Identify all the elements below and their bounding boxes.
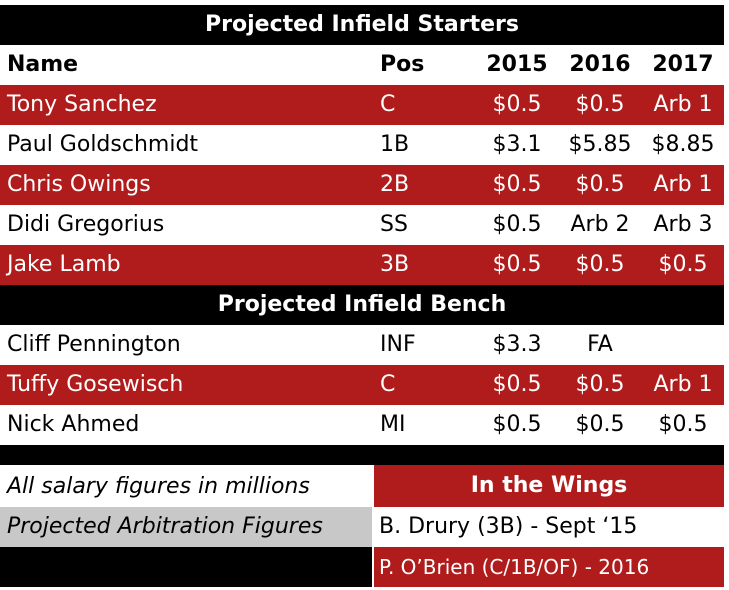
salary-2015: $0.5 <box>492 92 542 117</box>
salary-2017: Arb 3 <box>653 212 713 237</box>
salary-2016: $0.5 <box>575 92 625 117</box>
salary-2015: $0.5 <box>492 212 542 237</box>
salary-note: All salary figures in millions <box>7 474 310 499</box>
starters-title-bar: Projected Infield Starters <box>0 5 724 45</box>
player-name: Paul Goldschmidt <box>7 132 199 157</box>
header-2015: 2015 <box>486 52 548 77</box>
separator-bar <box>0 445 724 465</box>
salary-2017: Arb 1 <box>653 92 713 117</box>
salary-2017: $0.5 <box>658 252 708 277</box>
salary-2015: $0.5 <box>492 172 542 197</box>
wings-player: B. Drury (3B) - Sept ‘15 <box>379 514 638 539</box>
table-row: Jake Lamb 3B $0.5 $0.5 $0.5 <box>0 245 724 285</box>
player-name: Tony Sanchez <box>7 92 157 117</box>
player-pos: C <box>380 92 396 117</box>
table-row: Cliff Pennington INF $3.3 FA <box>0 325 724 365</box>
player-pos: 2B <box>380 172 410 197</box>
salary-2017: Arb 1 <box>653 372 713 397</box>
salary-2015: $3.3 <box>492 332 542 357</box>
starters-title: Projected Infield Starters <box>205 12 519 37</box>
wings-title-cell: In the Wings <box>374 465 724 507</box>
wings-player-cell: B. Drury (3B) - Sept ‘15 <box>374 507 724 547</box>
player-name: Jake Lamb <box>7 252 121 277</box>
bench-title-bar: Projected Infield Bench <box>0 285 724 325</box>
player-pos: MI <box>380 412 406 437</box>
salary-2016: $0.5 <box>575 412 625 437</box>
salary-2015: $0.5 <box>492 412 542 437</box>
table-row: Nick Ahmed MI $0.5 $0.5 $0.5 <box>0 405 724 445</box>
salary-2016: FA <box>587 332 613 357</box>
footer-black-cell <box>0 547 372 587</box>
player-name: Tuffy Gosewisch <box>7 372 184 397</box>
player-pos: SS <box>380 212 408 237</box>
table-row: Tuffy Gosewisch C $0.5 $0.5 Arb 1 <box>0 365 724 405</box>
salary-2016: $0.5 <box>575 172 625 197</box>
player-name: Chris Owings <box>7 172 151 197</box>
salary-2016: $0.5 <box>575 252 625 277</box>
header-name: Name <box>7 52 79 77</box>
salary-2015: $0.5 <box>492 372 542 397</box>
salary-2017: $8.85 <box>651 132 715 157</box>
player-name: Nick Ahmed <box>7 412 140 437</box>
salary-2017 <box>642 325 724 365</box>
header-2016: 2016 <box>569 52 631 77</box>
player-name: Didi Gregorius <box>7 212 165 237</box>
salary-2017: $0.5 <box>658 412 708 437</box>
player-pos: INF <box>380 332 416 357</box>
column-header-row: Name Pos 2015 2016 2017 <box>0 45 724 85</box>
arb-note: Projected Arbitration Figures <box>7 514 323 539</box>
table-row: Tony Sanchez C $0.5 $0.5 Arb 1 <box>0 85 724 125</box>
header-pos: Pos <box>380 52 425 77</box>
table-row: Chris Owings 2B $0.5 $0.5 Arb 1 <box>0 165 724 205</box>
table-row: Didi Gregorius SS $0.5 Arb 2 Arb 3 <box>0 205 724 245</box>
salary-2016: $5.85 <box>568 132 632 157</box>
player-name: Cliff Pennington <box>7 332 181 357</box>
table-row: Paul Goldschmidt 1B $3.1 $5.85 $8.85 <box>0 125 724 165</box>
wings-player-cell: P. O’Brien (C/1B/OF) - 2016 <box>374 547 724 587</box>
player-pos: 1B <box>380 132 410 157</box>
wings-player: P. O’Brien (C/1B/OF) - 2016 <box>379 555 650 579</box>
bench-title: Projected Infield Bench <box>217 292 507 317</box>
header-2017: 2017 <box>652 52 714 77</box>
salary-2016: $0.5 <box>575 372 625 397</box>
wings-title: In the Wings <box>470 473 628 498</box>
arb-note-cell: Projected Arbitration Figures <box>0 507 372 547</box>
salary-2015: $3.1 <box>492 132 542 157</box>
player-pos: 3B <box>380 252 410 277</box>
salary-2015: $0.5 <box>492 252 542 277</box>
salary-2017: Arb 1 <box>653 172 713 197</box>
player-pos: C <box>380 372 396 397</box>
salary-note-cell: All salary figures in millions <box>0 467 372 507</box>
salary-2016: Arb 2 <box>570 212 630 237</box>
